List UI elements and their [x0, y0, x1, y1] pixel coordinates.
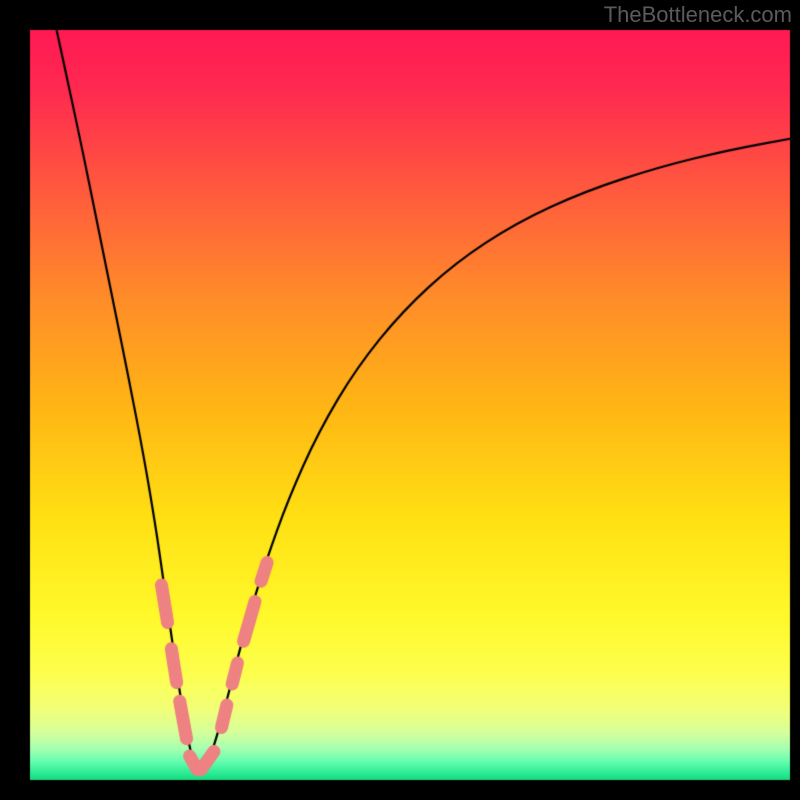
chart-stage: TheBottleneck.com: [0, 0, 800, 800]
watermark-label: TheBottleneck.com: [604, 2, 792, 28]
bottleneck-curve-chart: [0, 0, 800, 800]
